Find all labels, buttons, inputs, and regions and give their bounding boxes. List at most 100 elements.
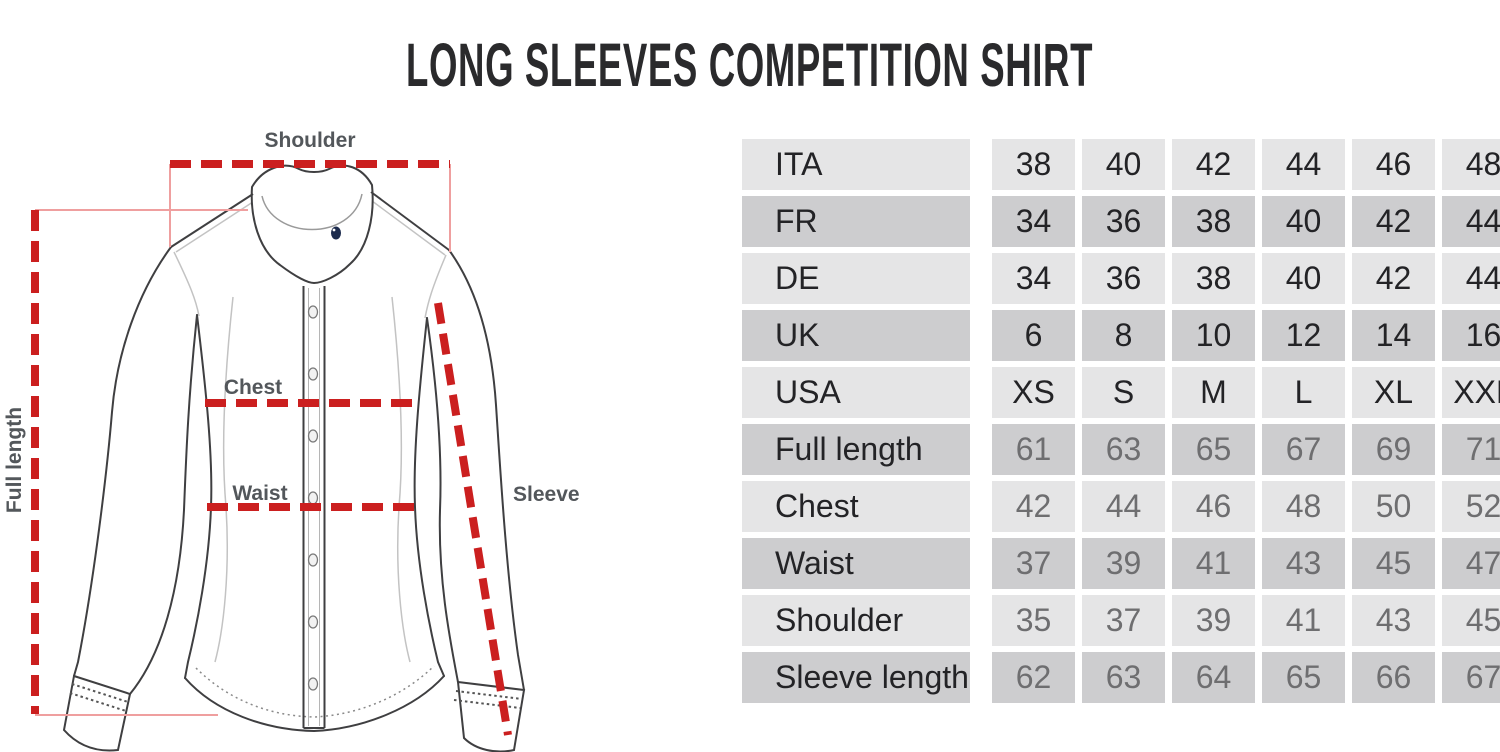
size-cell: 63 [1082,424,1165,475]
size-cell: 46 [1172,481,1255,532]
label-chest: Chest [224,376,282,399]
button [307,677,319,691]
button [307,305,319,319]
size-cell: 38 [1172,253,1255,304]
size-cell: 36 [1082,196,1165,247]
size-cell: 65 [1262,652,1345,703]
size-cell: 44 [1082,481,1165,532]
size-cell: 52 [1442,481,1500,532]
label-full-length: Full length [3,407,26,513]
size-cell: 42 [1352,196,1435,247]
row-label: Waist [742,538,970,589]
armhole-seam-left [173,251,200,317]
size-cell: 8 [1082,310,1165,361]
cuff-stitch [453,699,521,709]
row-label: DE [742,253,970,304]
shoulder-seam-right-inner [367,197,446,256]
princess-seam-right [391,296,411,663]
collar-button-highlight [332,228,336,232]
cuff-stitch [71,683,129,703]
table-row: FR 34 36 38 40 42 44 [742,196,1500,247]
size-cell: 37 [1082,595,1165,646]
placket-buttons [307,305,319,691]
size-cell: 44 [1442,196,1500,247]
button [307,429,319,443]
table-row: Shoulder 35 37 39 41 43 45 [742,595,1500,646]
size-cell: 65 [1172,424,1255,475]
table-row: Waist 37 39 41 43 45 47 [742,538,1500,589]
size-cell: 43 [1352,595,1435,646]
row-label: ITA [742,139,970,190]
label-waist: Waist [232,482,287,505]
row-label: Sleeve length [742,652,970,703]
size-table: ITA 38 40 42 44 46 48 FR 34 36 38 40 42 44 DE 34 36 38 40 4… [742,139,1500,709]
button [307,615,319,629]
table-row: Sleeve length 62 63 64 65 66 67 [742,652,1500,703]
size-cell: 69 [1352,424,1435,475]
size-cell: 6 [992,310,1075,361]
button [307,491,319,505]
table-row: UK 6 8 10 12 14 16 [742,310,1500,361]
size-cell: 48 [1262,481,1345,532]
size-cell: 16 [1442,310,1500,361]
shoulder-seams [170,191,450,251]
size-cell: M [1172,367,1255,418]
collar-opening-line [261,193,363,231]
left-cuff [62,674,132,752]
row-label: FR [742,196,970,247]
princess-seam-left [214,296,234,663]
table-row: DE 34 36 38 40 42 44 [742,253,1500,304]
left-sleeve [62,246,198,752]
size-cell: 67 [1262,424,1345,475]
size-cell: 12 [1262,310,1345,361]
row-label: Shoulder [742,595,970,646]
size-cell: 64 [1172,652,1255,703]
size-cell: 39 [1082,538,1165,589]
size-cell: 61 [992,424,1075,475]
size-cell: 67 [1442,652,1500,703]
right-sleeve [426,249,526,752]
size-cell: 36 [1082,253,1165,304]
size-cell: 35 [992,595,1075,646]
table-row: ITA 38 40 42 44 46 48 [742,139,1500,190]
table-row: Chest 42 44 46 48 50 52 [742,481,1500,532]
row-label: USA [742,367,970,418]
page-title-text: LONG SLEEVES COMPETITION SHIRT [406,31,1094,99]
size-cell: 34 [992,196,1075,247]
right-sleeve-outer [448,249,525,691]
armhole-seam-right [424,254,447,319]
size-cell: 48 [1442,139,1500,190]
size-cell: 45 [1352,538,1435,589]
size-cell: 40 [1262,253,1345,304]
size-cell: 44 [1262,139,1345,190]
size-cell: 46 [1352,139,1435,190]
size-cell: 44 [1442,253,1500,304]
size-cell: 42 [1352,253,1435,304]
body-right-side [413,317,445,677]
size-cell: 39 [1172,595,1255,646]
right-sleeve-inner [426,317,459,683]
shoulder-seam-right [370,191,450,251]
size-cell: 62 [992,652,1075,703]
guide-lines [35,164,451,716]
collar-button [331,226,341,240]
size-cell: XS [992,367,1075,418]
size-cell: 41 [1262,595,1345,646]
measurement-lines [31,160,512,736]
size-cell: 14 [1352,310,1435,361]
size-cell: 45 [1442,595,1500,646]
left-sleeve-inner [129,314,198,695]
button [307,367,319,381]
size-cell: XL [1352,367,1435,418]
size-cell: 40 [1082,139,1165,190]
page-title: LONG SLEEVES COMPETITION SHIRT [0,30,1500,100]
body-left-side [184,314,213,679]
size-cell: 42 [992,481,1075,532]
size-cell: 34 [992,253,1075,304]
cuff-stitch [455,690,523,700]
size-cell: 40 [1262,196,1345,247]
table-row: Full length 61 63 65 67 69 71 [742,424,1500,475]
left-sleeve-outer [73,246,172,677]
size-cell: 37 [992,538,1075,589]
